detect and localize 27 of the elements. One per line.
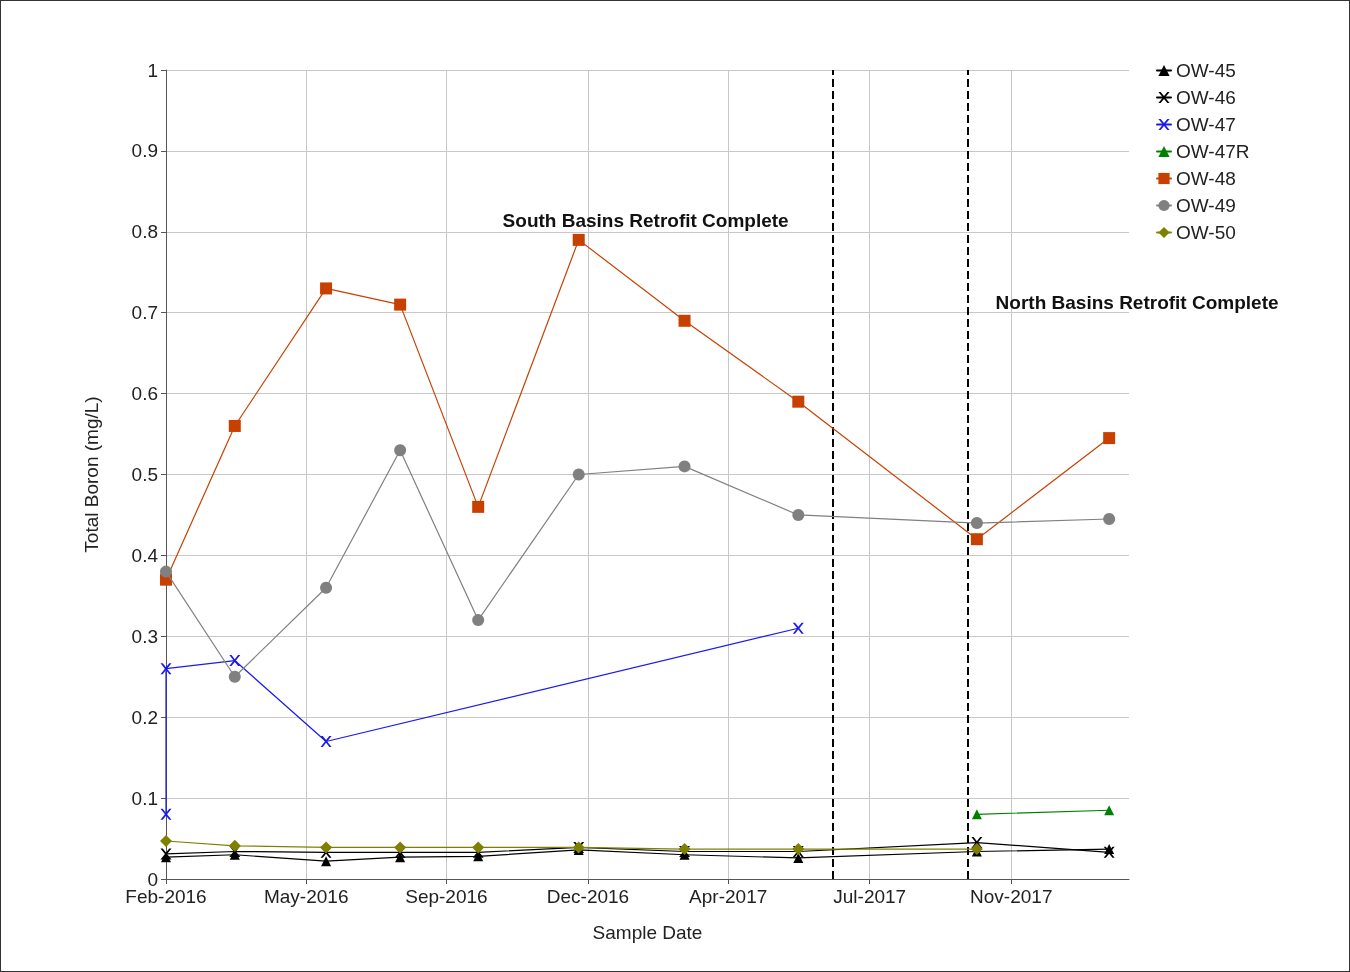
- y-tick-label: 0.6: [131, 383, 158, 405]
- y-tick-label: 0.7: [131, 302, 158, 324]
- y-tick-label: 0.4: [131, 544, 159, 566]
- ref-line-label: South Basins Retrofit Complete: [502, 210, 789, 231]
- y-tick-label: 0.9: [131, 140, 158, 162]
- y-tick-label: 0.5: [131, 464, 158, 485]
- x-tick-label: Dec-2016: [546, 886, 630, 907]
- ref-line-label: North Basins Retrofit Complete: [995, 292, 1279, 313]
- x-axis-title: Sample Date: [592, 922, 703, 943]
- x-tick-label: Apr-2017: [689, 886, 768, 907]
- legend-label: OW-46: [1176, 87, 1236, 108]
- legend-label: OW-45: [1176, 60, 1236, 81]
- y-axis-title: Total Boron (mg/L): [81, 396, 102, 553]
- x-tick-label: Sep-2016: [405, 886, 488, 907]
- y-tick-label: 0.2: [131, 706, 158, 728]
- y-tick-label: 0.8: [131, 221, 158, 243]
- x-tick-label: Nov-2017: [970, 886, 1053, 907]
- y-tick-label: 1: [147, 59, 158, 81]
- legend-label: OW-47R: [1176, 141, 1250, 162]
- x-tick-label: May-2016: [263, 886, 349, 907]
- x-tick-label: Jul-2017: [833, 886, 907, 907]
- legend-label: OW-50: [1176, 222, 1236, 243]
- y-tick-label: 0.3: [131, 625, 158, 647]
- legend-label: OW-47: [1176, 114, 1236, 135]
- y-tick-label: 0.1: [131, 787, 158, 809]
- legend-label: OW-48: [1176, 168, 1236, 189]
- legend-label: OW-49: [1176, 195, 1236, 216]
